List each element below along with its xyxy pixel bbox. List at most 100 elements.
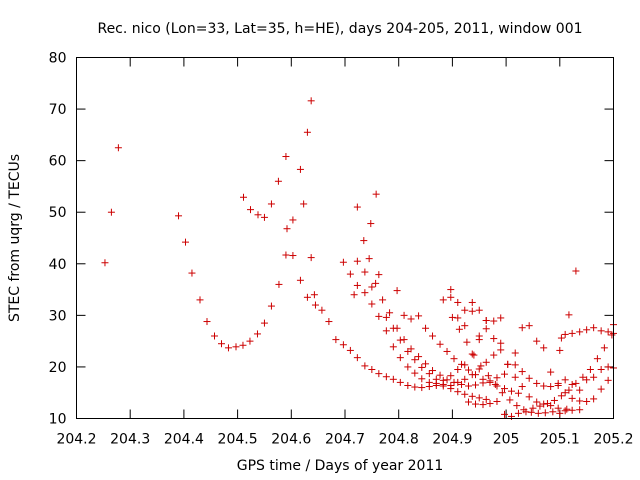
data-point bbox=[346, 346, 354, 354]
data-point bbox=[565, 386, 573, 394]
data-point bbox=[396, 378, 404, 386]
data-point bbox=[597, 366, 605, 374]
data-point bbox=[360, 237, 368, 245]
data-point bbox=[107, 208, 115, 216]
data-point bbox=[498, 389, 506, 397]
data-point bbox=[497, 346, 505, 354]
data-point bbox=[465, 382, 473, 390]
data-point bbox=[339, 341, 347, 349]
data-point bbox=[400, 336, 408, 344]
data-point bbox=[565, 311, 573, 319]
data-point bbox=[458, 380, 466, 388]
data-point bbox=[365, 255, 373, 263]
data-point bbox=[196, 296, 204, 304]
data-point bbox=[379, 296, 387, 304]
data-point bbox=[447, 385, 455, 393]
data-point bbox=[556, 346, 564, 354]
data-point bbox=[484, 372, 492, 380]
data-point bbox=[536, 402, 544, 410]
data-point bbox=[583, 376, 591, 384]
data-point bbox=[443, 376, 451, 384]
data-point bbox=[368, 366, 376, 374]
data-point bbox=[511, 361, 519, 369]
data-point bbox=[590, 373, 598, 381]
x-tick-label: 204.9 bbox=[432, 432, 472, 448]
data-point bbox=[475, 306, 483, 314]
data-point bbox=[361, 289, 369, 297]
data-point bbox=[393, 287, 401, 295]
data-point bbox=[267, 200, 275, 208]
data-point bbox=[260, 213, 268, 221]
data-point bbox=[465, 398, 473, 406]
data-point bbox=[175, 212, 183, 220]
x-tick-label: 204.5 bbox=[218, 432, 258, 448]
data-point bbox=[604, 328, 612, 336]
data-point bbox=[557, 334, 565, 342]
data-point bbox=[541, 409, 549, 417]
data-point bbox=[253, 330, 261, 338]
data-point bbox=[490, 335, 498, 343]
x-tick-label: 204.6 bbox=[271, 432, 311, 448]
data-point bbox=[597, 385, 605, 393]
data-point bbox=[275, 280, 283, 288]
x-tick-label: 205 bbox=[493, 432, 520, 448]
data-point bbox=[311, 301, 319, 309]
data-point bbox=[283, 225, 291, 233]
data-point bbox=[461, 306, 469, 314]
data-point bbox=[511, 373, 519, 381]
data-point bbox=[458, 360, 466, 368]
data-point bbox=[396, 354, 404, 362]
data-point bbox=[561, 330, 569, 338]
data-point bbox=[454, 298, 462, 306]
data-point bbox=[101, 259, 109, 267]
data-point bbox=[224, 344, 232, 352]
data-point bbox=[404, 347, 412, 355]
data-point bbox=[389, 324, 397, 332]
x-tick-label: 204.3 bbox=[110, 432, 150, 448]
data-point bbox=[579, 373, 587, 381]
data-point bbox=[203, 318, 211, 326]
data-point bbox=[325, 318, 333, 326]
data-point bbox=[604, 363, 612, 371]
data-point bbox=[525, 393, 533, 401]
data-point bbox=[389, 343, 397, 351]
data-point bbox=[470, 351, 478, 359]
data-point bbox=[600, 344, 608, 352]
data-point bbox=[461, 322, 469, 330]
data-point bbox=[549, 408, 557, 416]
data-point bbox=[240, 193, 248, 201]
data-point bbox=[422, 324, 430, 332]
data-point bbox=[289, 252, 297, 260]
data-point bbox=[307, 97, 315, 105]
data-point bbox=[500, 410, 508, 418]
data-point bbox=[568, 329, 576, 337]
data-point bbox=[429, 367, 437, 375]
y-tick-label: 10 bbox=[49, 412, 67, 428]
data-point bbox=[493, 374, 501, 382]
data-point bbox=[468, 392, 476, 400]
data-point bbox=[303, 128, 311, 136]
chart-title: Rec. nico (Lon=33, Lat=35, h=HE), days 2… bbox=[97, 21, 582, 37]
x-tick-label: 204.7 bbox=[325, 432, 365, 448]
data-point bbox=[400, 311, 408, 319]
data-point bbox=[583, 397, 591, 405]
data-point bbox=[418, 384, 426, 392]
data-point bbox=[534, 409, 542, 417]
data-point bbox=[586, 366, 594, 374]
data-point bbox=[211, 332, 219, 340]
data-point bbox=[274, 177, 282, 185]
data-point bbox=[493, 382, 501, 390]
data-point bbox=[432, 375, 440, 383]
x-tick-label: 205.2 bbox=[593, 432, 633, 448]
data-point bbox=[547, 383, 555, 391]
data-point bbox=[346, 270, 354, 278]
data-point bbox=[368, 283, 376, 291]
data-point bbox=[260, 319, 268, 327]
data-point bbox=[232, 343, 240, 351]
data-point bbox=[296, 165, 304, 173]
data-point bbox=[471, 381, 479, 389]
data-point bbox=[554, 404, 562, 412]
data-point bbox=[436, 371, 444, 379]
data-point bbox=[461, 375, 469, 383]
